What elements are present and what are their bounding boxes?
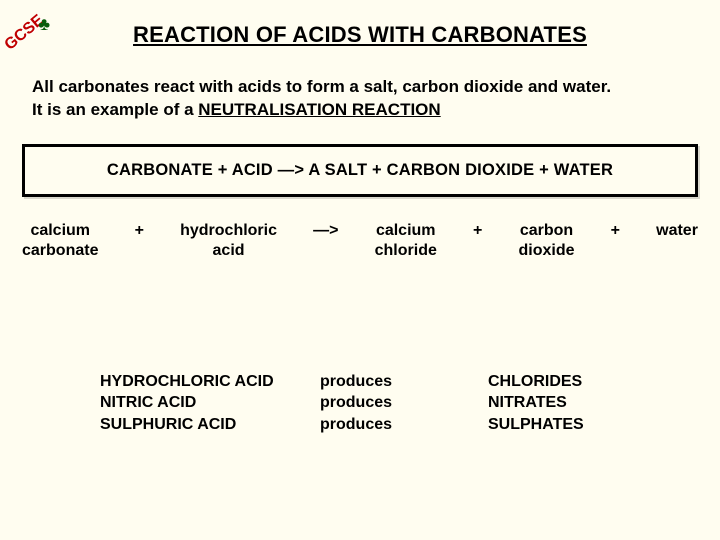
plus-2: + — [473, 221, 482, 241]
plus-1: + — [135, 221, 144, 241]
verb-column: produces produces produces — [320, 371, 440, 436]
reactant-2: hydrochloric acid — [180, 221, 277, 261]
product-2: carbon dioxide — [518, 221, 574, 261]
product-3: water — [656, 221, 698, 241]
reactant-1: calcium carbonate — [22, 221, 98, 261]
plus-3: + — [611, 221, 620, 241]
produces-table: HYDROCHLORIC ACID NITRIC ACID SULPHURIC … — [0, 371, 720, 436]
arrow: —> — [313, 221, 338, 241]
example-equation: calcium carbonate + hydrochloric acid —>… — [22, 221, 698, 261]
intro-line1: All carbonates react with acids to form … — [32, 77, 611, 96]
product-1: calcium chloride — [375, 221, 437, 261]
intro-line2-prefix: It is an example of a — [32, 100, 198, 119]
general-equation: CARBONATE + ACID —> A SALT + CARBON DIOX… — [107, 161, 613, 179]
general-equation-box: CARBONATE + ACID —> A SALT + CARBON DIOX… — [22, 144, 698, 197]
tree-icon: ♣ — [38, 14, 50, 35]
salts-column: CHLORIDES NITRATES SULPHATES — [488, 371, 584, 436]
intro-line2-highlight: NEUTRALISATION REACTION — [198, 100, 440, 119]
acids-column: HYDROCHLORIC ACID NITRIC ACID SULPHURIC … — [100, 371, 320, 436]
page-title: REACTION OF ACIDS WITH CARBONATES — [0, 0, 720, 48]
gcse-logo: GCSE ♣ — [6, 6, 56, 56]
intro-text: All carbonates react with acids to form … — [32, 76, 720, 122]
